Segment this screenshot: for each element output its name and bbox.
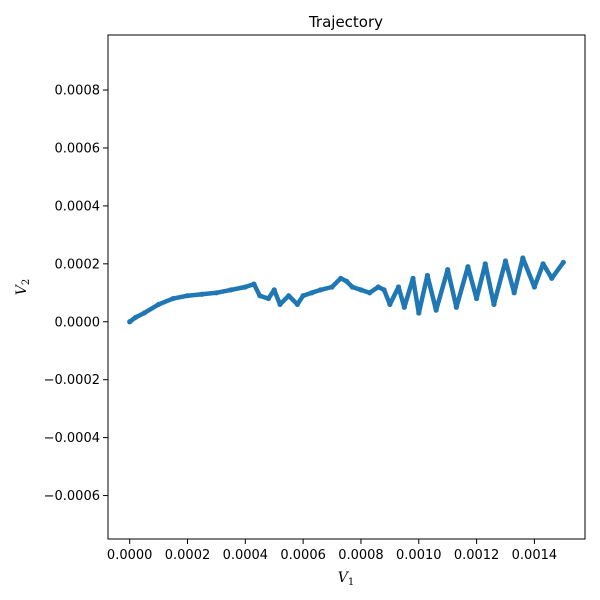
y-tick-label: 0.0006 (55, 141, 101, 156)
y-axis-label-main: V (14, 283, 30, 295)
trajectory-point (358, 287, 364, 293)
x-tick-label: 0.0010 (396, 548, 442, 563)
plot-layer (127, 255, 566, 325)
trajectory-point (349, 284, 355, 290)
trajectory-line (127, 255, 566, 325)
x-tick-label: 0.0002 (165, 548, 211, 563)
y-tick-label: −0.0002 (44, 373, 100, 388)
trajectory-point (155, 301, 162, 307)
trajectory-point (381, 287, 387, 293)
trajectory-point (511, 290, 517, 296)
x-axis-label: V1 (338, 570, 355, 588)
trajectory-point (184, 293, 191, 299)
x-tick-label: 0.0008 (338, 548, 384, 563)
y-tick-label: 0.0004 (55, 199, 101, 214)
trajectory-point (387, 301, 393, 307)
y-tick-label: 0.0000 (55, 315, 101, 330)
trajectory-point (257, 293, 263, 299)
trajectory-point (482, 261, 488, 267)
chart-title: Trajectory (308, 13, 383, 31)
trajectory-point (401, 304, 407, 310)
trajectory-point (300, 293, 306, 299)
x-tick-label: 0.0006 (280, 548, 326, 563)
trajectory-point (329, 284, 335, 290)
y-tick-label: −0.0004 (44, 431, 100, 446)
trajectory-point (127, 319, 133, 325)
trajectory-point (445, 267, 451, 273)
y-tick-label: −0.0006 (44, 489, 100, 504)
trajectory-point (228, 287, 234, 293)
y-tick-label: 0.0008 (55, 84, 101, 99)
trajectory-point (453, 304, 459, 310)
trajectory-point (213, 290, 220, 296)
trajectory-point (343, 278, 350, 284)
trajectory-point (531, 284, 538, 290)
trajectory-point (549, 275, 555, 281)
trajectory-point (395, 284, 402, 290)
trajectory-point (540, 261, 546, 267)
plot-frame (107, 34, 586, 540)
trajectory-point (502, 258, 509, 264)
x-axis-label-main: V (338, 570, 350, 586)
trajectory-point (375, 284, 381, 290)
y-axis-label: V2 (14, 279, 32, 296)
x-tick-label: 0.0000 (107, 548, 153, 563)
trajectory-point (473, 295, 480, 302)
trajectory-point (170, 295, 176, 302)
trajectory-point (199, 291, 205, 297)
trajectory-point (433, 307, 439, 313)
trajectory-point (294, 301, 300, 307)
y-axis-label-subscript: 2 (21, 279, 32, 285)
trajectory-point (242, 284, 248, 290)
trajectory-point (277, 301, 283, 307)
trajectory-point (132, 314, 139, 321)
trajectory-point (141, 310, 147, 316)
trajectory-point (416, 310, 422, 316)
trajectory-point (251, 281, 257, 287)
trajectory-point (271, 287, 277, 293)
trajectory-point (286, 293, 292, 299)
y-tick-label: 0.0002 (55, 257, 101, 272)
trajectory-point (265, 295, 272, 302)
trajectory-point (338, 275, 344, 281)
trajectory-point (491, 301, 497, 307)
trajectory-point (410, 275, 416, 281)
trajectory-point (367, 290, 373, 296)
trajectory-point (309, 290, 315, 296)
x-tick-label: 0.0014 (512, 548, 558, 563)
x-axis-label-subscript: 1 (348, 577, 354, 588)
trajectory-point (520, 255, 526, 261)
trajectory-point (560, 259, 566, 265)
x-tick-label: 0.0012 (454, 548, 500, 563)
trajectory-point (465, 264, 471, 270)
trajectory-point (424, 272, 431, 279)
ticks-layer: 0.0000 0.0002 0.0004 0.0006 0.0008 0.0010 0.00… (44, 84, 558, 563)
x-tick-label: 0.0004 (223, 548, 269, 563)
trajectory-point (317, 287, 324, 293)
